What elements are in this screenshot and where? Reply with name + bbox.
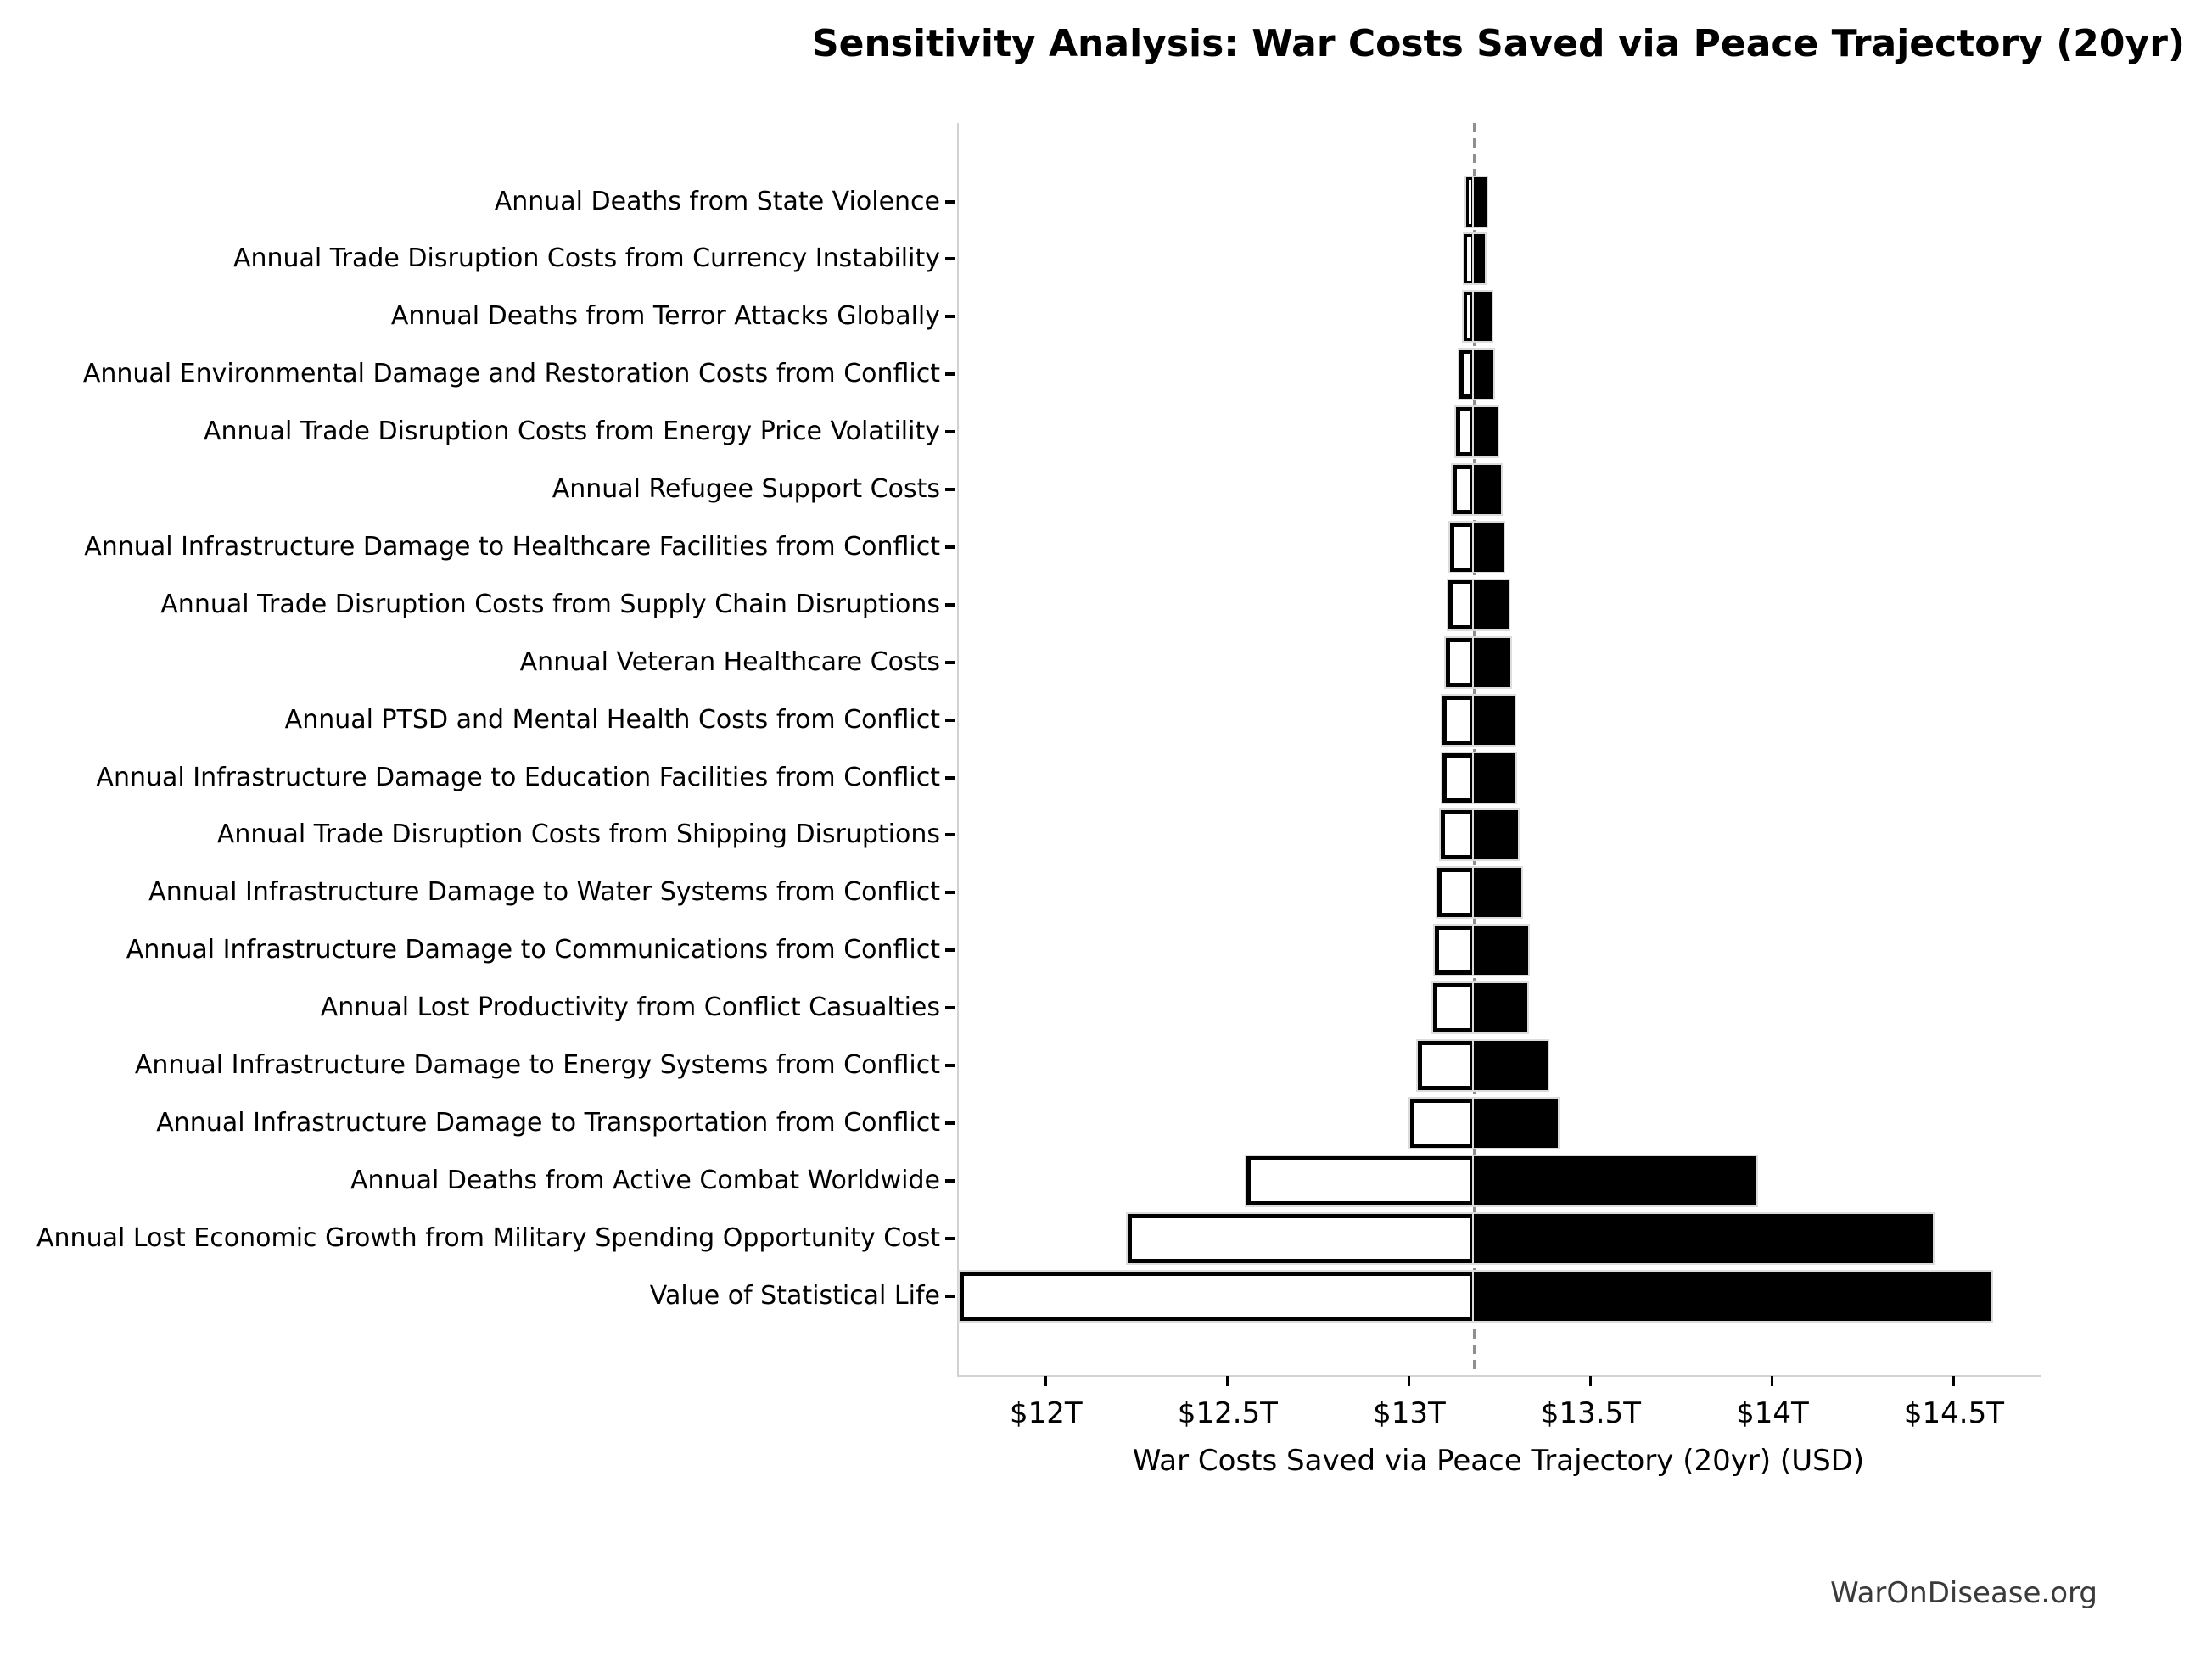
y-tick — [945, 660, 955, 664]
x-tick — [1589, 1376, 1593, 1386]
x-tick-label: $14T — [1736, 1396, 1809, 1430]
x-tick — [1226, 1376, 1229, 1386]
x-tick-label: $12T — [1010, 1396, 1083, 1430]
bar-high — [1472, 866, 1523, 920]
bar-high — [1472, 693, 1517, 747]
bar-low — [1448, 520, 1476, 573]
y-tick — [945, 833, 955, 837]
y-axis-label: Annual Infrastructure Damage to Healthca… — [84, 531, 940, 562]
bar-high — [1472, 348, 1496, 401]
bar-high — [1472, 175, 1488, 228]
bar-low — [1440, 693, 1476, 747]
y-axis-label: Annual Lost Productivity from Conflict C… — [320, 993, 940, 1023]
y-axis-label: Annual Deaths from Terror Attacks Global… — [390, 301, 940, 332]
bar-high — [1472, 1269, 1994, 1323]
bar-high — [1472, 290, 1493, 344]
y-tick — [945, 430, 955, 434]
y-axis-label: Annual Lost Economic Growth from Militar… — [36, 1222, 940, 1253]
bar-low — [958, 1269, 1476, 1323]
bar-high — [1472, 463, 1504, 516]
y-axis-label: Annual Infrastructure Damage to Energy S… — [134, 1050, 940, 1080]
x-tick — [1952, 1376, 1956, 1386]
bar-high — [1472, 232, 1487, 286]
bar-low — [1464, 175, 1476, 228]
bar-low — [1462, 232, 1476, 286]
bar-high — [1472, 924, 1530, 977]
bar-low — [1438, 808, 1476, 862]
plot-area — [957, 123, 2041, 1377]
x-tick — [1044, 1376, 1048, 1386]
y-axis-label: Annual Infrastructure Damage to Water Sy… — [148, 877, 940, 908]
y-axis-label: Annual Trade Disruption Costs from Shipp… — [216, 819, 940, 850]
x-tick — [1408, 1376, 1411, 1386]
y-tick — [945, 199, 955, 204]
y-tick — [945, 775, 955, 780]
bar-low — [1440, 751, 1476, 804]
bar-high — [1472, 520, 1506, 573]
y-tick — [945, 1236, 955, 1240]
bar-high — [1472, 1039, 1549, 1092]
x-tick-label: $14.5T — [1903, 1396, 2005, 1430]
y-tick — [945, 891, 955, 895]
bar-low — [1433, 924, 1476, 977]
x-tick-label: $13.5T — [1540, 1396, 1641, 1430]
bar-low — [1408, 1096, 1476, 1149]
y-axis-label: Annual Deaths from Active Combat Worldwi… — [350, 1165, 940, 1195]
bar-low — [1446, 578, 1476, 631]
bar-low — [1244, 1154, 1476, 1207]
y-tick — [945, 1064, 955, 1067]
bar-low — [1126, 1211, 1476, 1265]
bar-low — [1450, 463, 1476, 516]
bar-low — [1453, 405, 1476, 459]
bar-high — [1472, 1154, 1759, 1207]
bar-high — [1472, 1096, 1560, 1149]
bar-high — [1472, 578, 1510, 631]
bar-high — [1472, 751, 1518, 804]
baseline-dashed-line — [1472, 123, 1476, 1375]
bar-high — [1472, 982, 1530, 1035]
y-axis-label: Annual Refugee Support Costs — [552, 474, 940, 504]
bar-high — [1472, 635, 1513, 689]
y-axis-label: Annual PTSD and Mental Health Costs from… — [284, 704, 940, 735]
bar-low — [1461, 290, 1476, 344]
chart-title: Sensitivity Analysis: War Costs Saved vi… — [811, 22, 2186, 65]
bar-high — [1472, 405, 1499, 459]
y-tick — [945, 602, 955, 607]
y-tick — [945, 545, 955, 549]
y-tick — [945, 718, 955, 722]
y-tick — [945, 315, 955, 319]
x-tick-label: $13T — [1373, 1396, 1446, 1430]
y-tick — [945, 1006, 955, 1010]
x-axis-label: War Costs Saved via Peace Trajectory (20… — [1132, 1444, 1865, 1478]
bar-low — [1416, 1039, 1476, 1092]
y-tick — [945, 948, 955, 953]
y-axis-label: Annual Trade Disruption Costs from Energ… — [204, 417, 940, 447]
y-axis-label: Annual Veteran Healthcare Costs — [519, 646, 940, 677]
x-tick — [1771, 1376, 1774, 1386]
y-tick — [945, 257, 955, 261]
bar-low — [1435, 866, 1476, 920]
y-axis-label: Annual Infrastructure Damage to Transpor… — [156, 1107, 940, 1138]
bar-low — [1458, 348, 1476, 401]
y-tick — [945, 372, 955, 377]
x-tick-label: $12.5T — [1177, 1396, 1278, 1430]
bar-high — [1472, 1211, 1935, 1265]
watermark-text: WarOnDisease.org — [1830, 1576, 2097, 1610]
y-axis-label: Annual Trade Disruption Costs from Curre… — [232, 243, 940, 274]
y-tick — [945, 1178, 955, 1183]
bar-low — [1431, 982, 1476, 1035]
y-axis-label: Annual Infrastructure Damage to Communic… — [126, 935, 940, 965]
y-axis-label: Annual Trade Disruption Costs from Suppl… — [160, 589, 940, 619]
y-axis-label: Annual Deaths from State Violence — [494, 186, 940, 216]
bar-high — [1472, 808, 1520, 862]
y-axis-label: Value of Statistical Life — [649, 1280, 940, 1311]
y-tick — [945, 1294, 955, 1298]
y-tick — [945, 488, 955, 491]
y-axis-label: Annual Environmental Damage and Restorat… — [82, 359, 940, 389]
y-tick — [945, 1121, 955, 1125]
y-axis-label: Annual Infrastructure Damage to Educatio… — [96, 762, 940, 792]
bar-low — [1443, 635, 1476, 689]
